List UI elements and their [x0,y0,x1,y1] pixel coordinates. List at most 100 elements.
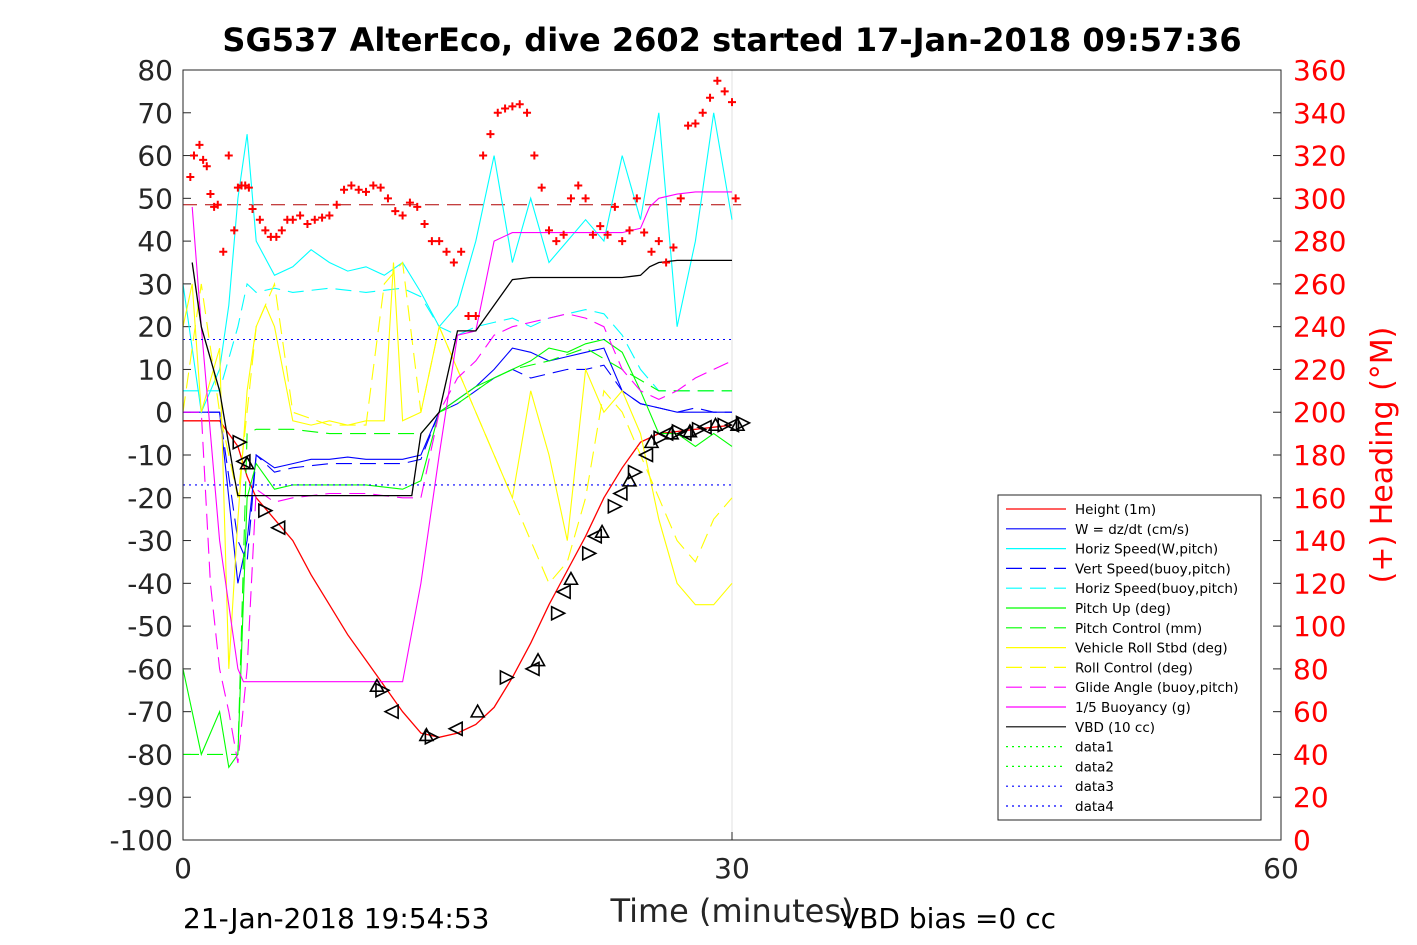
heading-point [684,121,693,130]
y-right-tick-label: 260 [1293,268,1346,301]
y-right-tick-label: 340 [1293,97,1346,130]
heading-point [206,190,215,199]
heading-point [596,222,605,231]
heading-point [391,207,400,216]
heading-point [515,100,524,109]
depth-marker [586,528,603,545]
y-right-tick-label: 140 [1293,525,1346,558]
series-line-3 [183,364,732,563]
y-right-tick-label: 160 [1293,482,1346,515]
depth-marker [637,447,654,463]
heading-point [457,247,466,256]
heading-point [261,226,270,235]
heading-point [530,151,539,160]
y-axis-right-label: (+) Heading (°M) [1365,327,1400,584]
heading-point [588,230,597,239]
heading-point [362,187,370,196]
y-left-tick-label: 0 [155,396,173,429]
series-line-10 [191,191,732,683]
legend-label: data3 [1075,779,1114,795]
heading-point [537,183,546,192]
y-left-tick-label: 10 [137,353,173,386]
heading-point [706,93,715,102]
heading-point [574,181,583,190]
series-line-9 [183,313,733,764]
depth-marker [499,669,516,686]
heading-point [603,230,612,239]
legend-label: Glide Angle (buoy,pitch) [1075,680,1239,696]
heading-point [676,194,685,203]
y-left-tick-label: -40 [127,567,173,600]
heading-point [310,215,319,224]
y-right-tick-label: 300 [1293,182,1346,215]
heading-point [523,108,532,117]
heading-point [691,119,700,128]
heading-point [508,102,517,111]
heading-point [728,98,736,107]
series-line-0 [183,420,733,738]
data-layer [183,76,752,769]
y-right-tick-label: 240 [1293,311,1346,344]
heading-point [413,202,422,211]
chart-title: SG537 AlterEco, dive 2602 started 17-Jan… [222,21,1241,59]
heading-point [647,247,656,256]
heading-point [405,198,414,207]
y-right-tick-label: 220 [1293,353,1346,386]
y-right-tick-label: 180 [1293,439,1346,472]
heading-point [552,237,561,246]
heading-point [471,311,480,320]
depth-marker [729,416,746,432]
legend: Height (1m) W = dz/dt (cm/s) Horiz Speed(W… [997,494,1262,821]
series-line-8 [183,261,733,585]
heading-point [610,202,619,211]
heading-point [255,215,264,224]
series-line-11 [191,259,732,497]
x-tick-label: 30 [714,852,750,885]
depth-marker [239,455,255,470]
heading-point [230,226,239,235]
heading-point [213,200,222,209]
heading-point [640,228,649,237]
legend-label: VBD (10 cc) [1075,720,1155,736]
heading-point [296,211,305,220]
legend-label: Horiz Speed(buoy,pitch) [1075,581,1238,597]
heading-point [325,211,334,220]
legend-label: Height (1m) [1075,502,1156,518]
y-right-tick-label: 80 [1293,653,1329,686]
heading-point [435,237,444,246]
heading-point [581,194,590,203]
depth-marker [663,425,680,440]
legend-label: Vehicle Roll Stbd (deg) [1075,641,1228,657]
heading-point [332,200,341,209]
depth-marker [232,434,249,450]
heading-point [449,258,458,267]
heading-point [420,220,429,228]
legend-label: Pitch Up (deg) [1075,601,1171,617]
depth-marker [530,652,546,667]
y-right-tick-label: 100 [1293,610,1346,643]
heading-point [340,185,349,194]
y-right-tick-label: 120 [1293,567,1346,600]
heading-point [545,226,553,235]
x-tick-label: 0 [174,852,192,885]
y-left-tick-label: -10 [127,439,173,472]
heading-point [618,237,627,246]
y-left-tick-label: -20 [127,482,173,515]
depth-marker [550,605,567,622]
heading-point [501,104,510,113]
heading-point [189,151,198,160]
heading-point [731,194,740,203]
y-right-tick-label: 200 [1293,396,1346,429]
y-right-tick-label: 20 [1293,781,1329,814]
series-line-4 [183,282,732,392]
legend-label: Pitch Control (mm) [1075,621,1202,637]
footer-timestamp: 21-Jan-2018 19:54:53 [183,902,489,935]
y-left-tick-label: -30 [127,525,173,558]
heading-point [354,185,363,194]
depth-marker [424,729,441,746]
heading-point [224,151,233,160]
heading-point [347,181,356,190]
depth-marker [717,417,733,433]
depth-marker [418,727,435,742]
